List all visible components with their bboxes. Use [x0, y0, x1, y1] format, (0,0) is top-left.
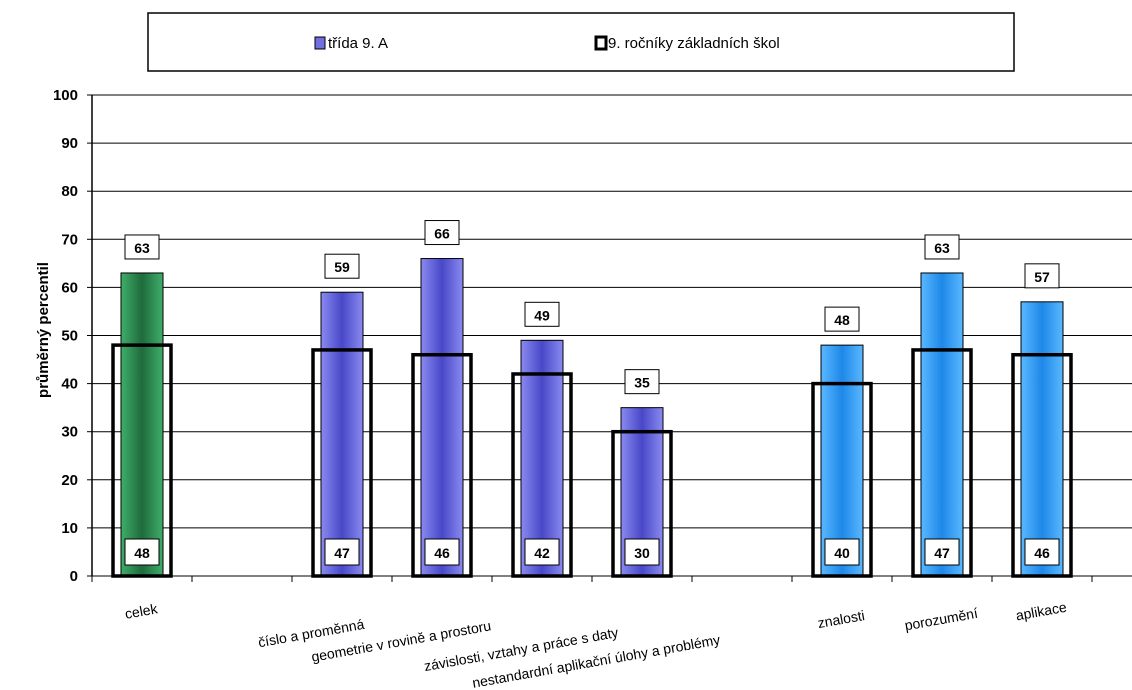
data-label-series-2: 46 [434, 545, 450, 561]
data-label-box [624, 538, 660, 566]
bar-trida-9a [1020, 301, 1064, 577]
data-label-series-1: 63 [934, 240, 950, 256]
legend-label-series-1: třída 9. A [328, 35, 388, 52]
y-tick-label: 70 [61, 231, 78, 248]
y-tick-label: 0 [70, 568, 78, 585]
bar-9-rocniky [411, 352, 473, 578]
data-label-series-1: 63 [134, 240, 150, 256]
bar-trida-9a [420, 258, 464, 577]
data-label-box [1024, 538, 1060, 566]
bar-trida-9a [320, 291, 364, 577]
legend-swatch-series-2 [594, 35, 608, 51]
data-label-series-2: 40 [834, 545, 850, 561]
legend-frame [147, 12, 1015, 72]
legend-swatch-series-1 [314, 36, 326, 50]
y-tick-label: 60 [61, 279, 78, 296]
category-label: porozumění [903, 605, 979, 634]
data-label-box [424, 538, 460, 566]
legend-label-series-2: 9. ročníky základních škol [608, 35, 780, 52]
bar-trida-9a [920, 272, 964, 577]
outline-bars [111, 343, 1073, 578]
y-tick-label: 100 [53, 87, 78, 104]
y-tick-label: 40 [61, 376, 78, 393]
y-tick-label: 80 [61, 183, 78, 200]
data-label-box [524, 538, 560, 566]
category-label: znalosti [816, 607, 866, 631]
bar-9-rocniky [311, 348, 373, 578]
data-label-series-1: 49 [534, 307, 550, 323]
data-label-box [1024, 263, 1060, 289]
data-label-series-2: 30 [634, 545, 650, 561]
data-label-box [124, 234, 160, 260]
data-label-series-2: 47 [934, 545, 950, 561]
bar-9-rocniky [811, 381, 873, 578]
category-label: celek [124, 600, 160, 622]
y-tick-label: 50 [61, 328, 78, 345]
data-label-box [124, 538, 160, 566]
y-tick-label: 90 [61, 135, 78, 152]
data-label-box [924, 538, 960, 566]
data-label-series-2: 48 [134, 545, 150, 561]
y-tick-label: 20 [61, 472, 78, 489]
data-label-box [524, 301, 560, 327]
data-label-box [624, 369, 660, 395]
y-tick-label: 10 [61, 520, 78, 537]
data-label-box [924, 234, 960, 260]
data-label-box [824, 538, 860, 566]
data-label-series-1: 35 [634, 375, 650, 391]
data-label-series-1: 59 [334, 259, 350, 275]
bar-9-rocniky [111, 343, 173, 578]
y-tick-label: 30 [61, 424, 78, 441]
bar-9-rocniky [511, 372, 573, 578]
data-label-series-1: 48 [834, 312, 850, 328]
y-axis-ticks: 0 10 20 30 40 50 60 70 80 90 100 [53, 87, 1093, 585]
data-label-box [324, 253, 360, 279]
y-axis-label: průměrný percentil [35, 262, 52, 398]
category-label: aplikace [1014, 599, 1068, 624]
legend: třída 9. A 9. ročníky základních škol [147, 12, 1015, 72]
data-label-series-2: 46 [1034, 545, 1050, 561]
data-label-box [824, 306, 860, 332]
data-labels: 63 48 59 47 66 46 49 42 35 30 48 40 63 47 57 46 [124, 220, 1060, 566]
data-label-series-2: 47 [334, 545, 350, 561]
bar-9-rocniky [1011, 352, 1073, 578]
data-label-series-1: 57 [1034, 269, 1050, 285]
data-label-series-1: 66 [434, 226, 450, 242]
bar-trida-9a [120, 272, 164, 577]
data-label-box [324, 538, 360, 566]
bar-9-rocniky [911, 348, 973, 578]
data-label-box [424, 220, 460, 246]
bar-9-rocniky [611, 429, 673, 578]
data-label-series-2: 42 [534, 545, 550, 561]
